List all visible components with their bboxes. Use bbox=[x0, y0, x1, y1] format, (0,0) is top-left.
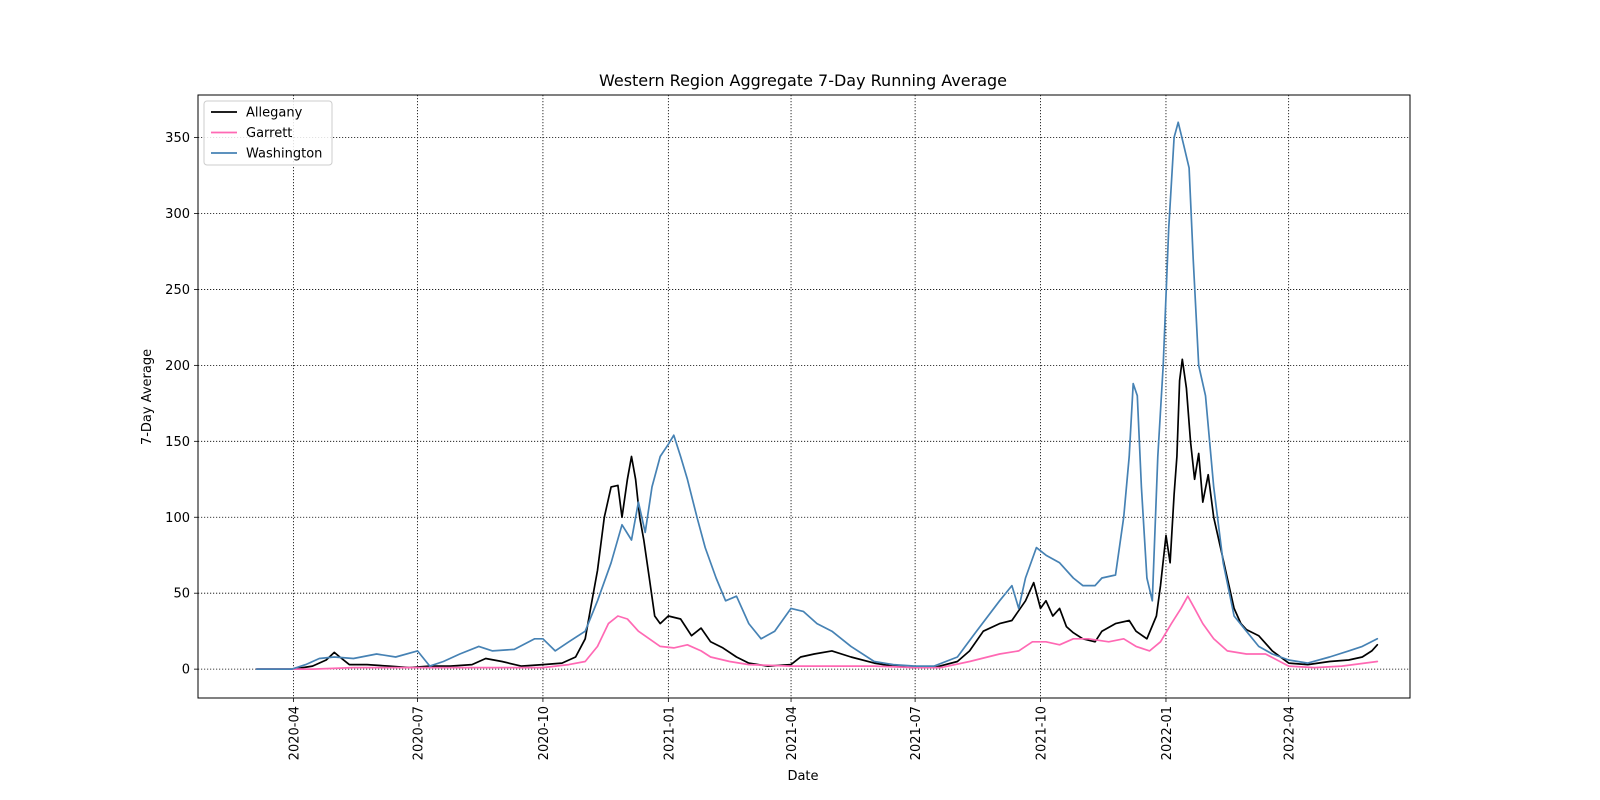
x-tick-label: 2020-10 bbox=[537, 706, 552, 760]
legend-label-washington: Washington bbox=[246, 147, 322, 162]
y-tick-label: 50 bbox=[173, 587, 190, 602]
x-tick-label: 2021-07 bbox=[909, 706, 924, 760]
y-tick-label: 300 bbox=[165, 207, 190, 222]
y-tick-label: 250 bbox=[165, 283, 190, 298]
legend-box bbox=[203, 100, 333, 166]
legend-label-garrett: Garrett bbox=[246, 126, 292, 141]
x-tick-label: 2021-04 bbox=[785, 706, 800, 760]
legend: Allegany Garrett Washington bbox=[203, 100, 333, 166]
y-axis-title: 7-Day Average bbox=[140, 349, 155, 445]
y-tick-label: 100 bbox=[165, 511, 190, 526]
x-tick-label: 2021-10 bbox=[1035, 706, 1050, 760]
x-axis: 2020-04 2020-07 2020-10 2021-01 2021-04 2021-… bbox=[287, 698, 1298, 760]
y-axis: 0 50 100 150 200 250 300 350 bbox=[165, 131, 198, 678]
x-tick-label: 2020-07 bbox=[411, 706, 426, 760]
grid bbox=[198, 95, 1410, 698]
legend-label-allegany: Allegany bbox=[246, 106, 303, 121]
legend-items: Allegany Garrett Washington bbox=[211, 106, 322, 162]
y-tick-label: 0 bbox=[182, 663, 190, 678]
plot-area bbox=[197, 94, 1411, 699]
x-tick-label: 2021-01 bbox=[662, 706, 677, 760]
x-tick-label: 2022-04 bbox=[1283, 706, 1298, 760]
series-line-garrett bbox=[255, 595, 1379, 670]
series-line-washington bbox=[255, 121, 1379, 670]
x-tick-label: 2022-01 bbox=[1160, 706, 1175, 760]
y-tick-label: 350 bbox=[165, 131, 190, 146]
y-tick-label: 200 bbox=[165, 359, 190, 374]
y-tick-label: 150 bbox=[165, 435, 190, 450]
x-axis-title: Date bbox=[787, 769, 818, 784]
series-group bbox=[255, 121, 1379, 670]
x-tick-label: 2020-04 bbox=[287, 706, 302, 760]
chart-title: Western Region Aggregate 7-Day Running A… bbox=[599, 71, 1007, 90]
